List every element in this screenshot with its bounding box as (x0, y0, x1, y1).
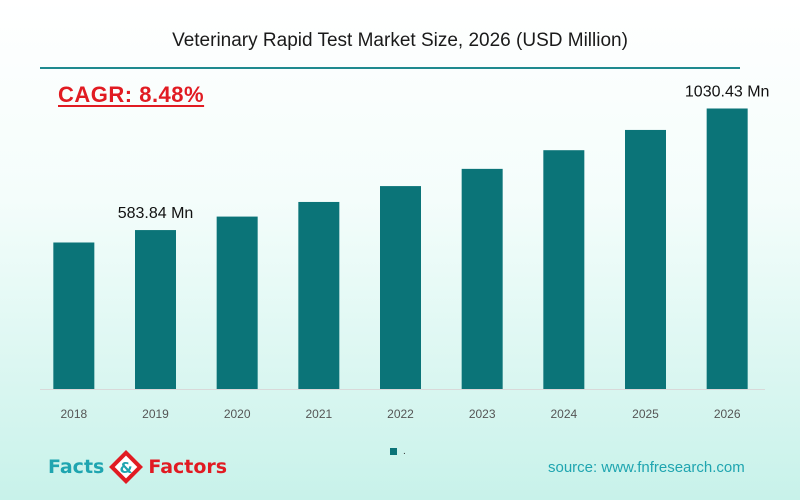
legend-swatch (390, 447, 397, 455)
cagr-label: CAGR: 8.48% (58, 82, 205, 107)
x-tick-label-2024: 2024 (550, 407, 577, 421)
logo-word-facts: Facts (48, 456, 105, 478)
x-tick-label-2022: 2022 (387, 407, 414, 421)
logo-ampersand: & (120, 459, 133, 477)
bar-2026 (706, 108, 748, 390)
source-text: source: www.fnfresearch.com (548, 459, 745, 476)
x-tick-label-2019: 2019 (142, 407, 169, 421)
logo-mark-icon: & (109, 450, 144, 484)
data-label-2019: 583.84 Mn (118, 205, 194, 222)
bar-2018 (53, 242, 95, 389)
bar-2025 (625, 129, 666, 389)
bar-2019 (135, 230, 176, 389)
bar-2021 (298, 201, 340, 389)
x-tick-label-2020: 2020 (224, 407, 251, 421)
bar-2022 (380, 186, 421, 389)
legend-label: . (403, 446, 406, 457)
legend: . (390, 446, 406, 457)
x-tick-label-2026: 2026 (714, 407, 741, 421)
x-tick-label-2025: 2025 (632, 407, 659, 421)
chart-title: Veterinary Rapid Test Market Size, 2026 … (172, 30, 628, 51)
bar-2023 (461, 168, 503, 389)
data-label-2026: 1030.43 Mn (685, 83, 770, 100)
facts-and-factors-logo: Facts & Factors (48, 447, 227, 487)
bar-2024 (543, 150, 585, 389)
x-tick-label-2018: 2018 (60, 407, 87, 421)
logo-word-factors: Factors (148, 456, 228, 478)
x-tick-label-2021: 2021 (305, 407, 332, 421)
title-divider (40, 67, 740, 69)
x-tick-label-2023: 2023 (469, 407, 496, 421)
bar-2020 (216, 216, 258, 389)
